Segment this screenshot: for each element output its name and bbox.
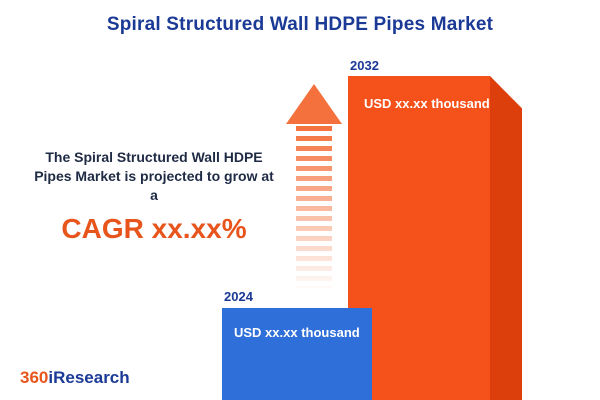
bar-2024-value-label: USD xx.xx thousand (234, 325, 360, 340)
arrow-tail-dashes (296, 126, 332, 288)
bar-2024 (222, 308, 372, 400)
bar-2032-side-face (490, 76, 522, 400)
annotation-line-3: a (150, 187, 158, 203)
bar-2024-year-label: 2024 (224, 289, 253, 304)
bar-2032-year-label: 2032 (350, 58, 379, 73)
brand-logo-360: 360 (20, 368, 49, 387)
brand-logo-iresearch: iResearch (48, 368, 130, 387)
annotation-line-2: Pipes Market is projected to grow at (34, 168, 274, 184)
bar-2032-value-label: USD xx.xx thousand (364, 96, 490, 111)
growth-arrow-icon (286, 84, 342, 288)
cagr-value: CAGR xx.xx% (61, 213, 247, 244)
brand-logo: 360iResearch (20, 368, 130, 388)
annotation-block: The Spiral Structured Wall HDPE Pipes Ma… (18, 148, 290, 245)
annotation-line-1: The Spiral Structured Wall HDPE (45, 149, 263, 165)
chart-title: Spiral Structured Wall HDPE Pipes Market (106, 14, 494, 35)
arrow-head-icon (286, 84, 342, 124)
